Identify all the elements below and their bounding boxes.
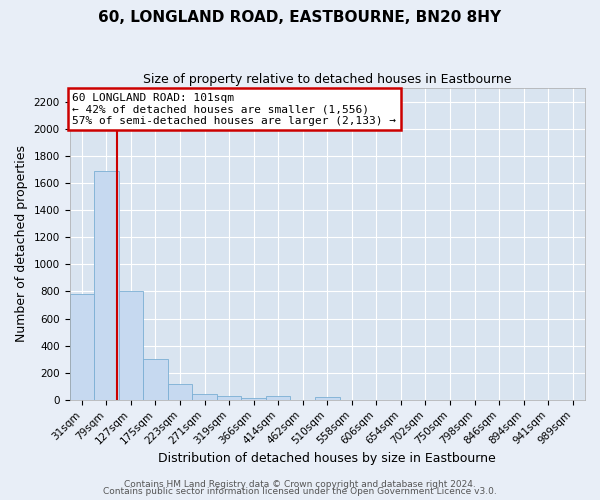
Bar [70, 294, 94, 400]
Text: Contains public sector information licensed under the Open Government Licence v3: Contains public sector information licen… [103, 487, 497, 496]
Bar [143, 359, 168, 400]
Y-axis label: Number of detached properties: Number of detached properties [15, 146, 28, 342]
Bar [315, 397, 340, 400]
Bar [241, 398, 266, 400]
X-axis label: Distribution of detached houses by size in Eastbourne: Distribution of detached houses by size … [158, 452, 496, 465]
Bar [119, 292, 143, 400]
Text: Contains HM Land Registry data © Crown copyright and database right 2024.: Contains HM Land Registry data © Crown c… [124, 480, 476, 489]
Bar [217, 396, 241, 400]
Text: 60, LONGLAND ROAD, EASTBOURNE, BN20 8HY: 60, LONGLAND ROAD, EASTBOURNE, BN20 8HY [98, 10, 502, 25]
Bar [94, 171, 119, 400]
Bar [168, 384, 192, 400]
Title: Size of property relative to detached houses in Eastbourne: Size of property relative to detached ho… [143, 72, 512, 86]
Text: 60 LONGLAND ROAD: 101sqm
← 42% of detached houses are smaller (1,556)
57% of sem: 60 LONGLAND ROAD: 101sqm ← 42% of detach… [72, 92, 396, 126]
Bar [266, 396, 290, 400]
Bar [192, 394, 217, 400]
